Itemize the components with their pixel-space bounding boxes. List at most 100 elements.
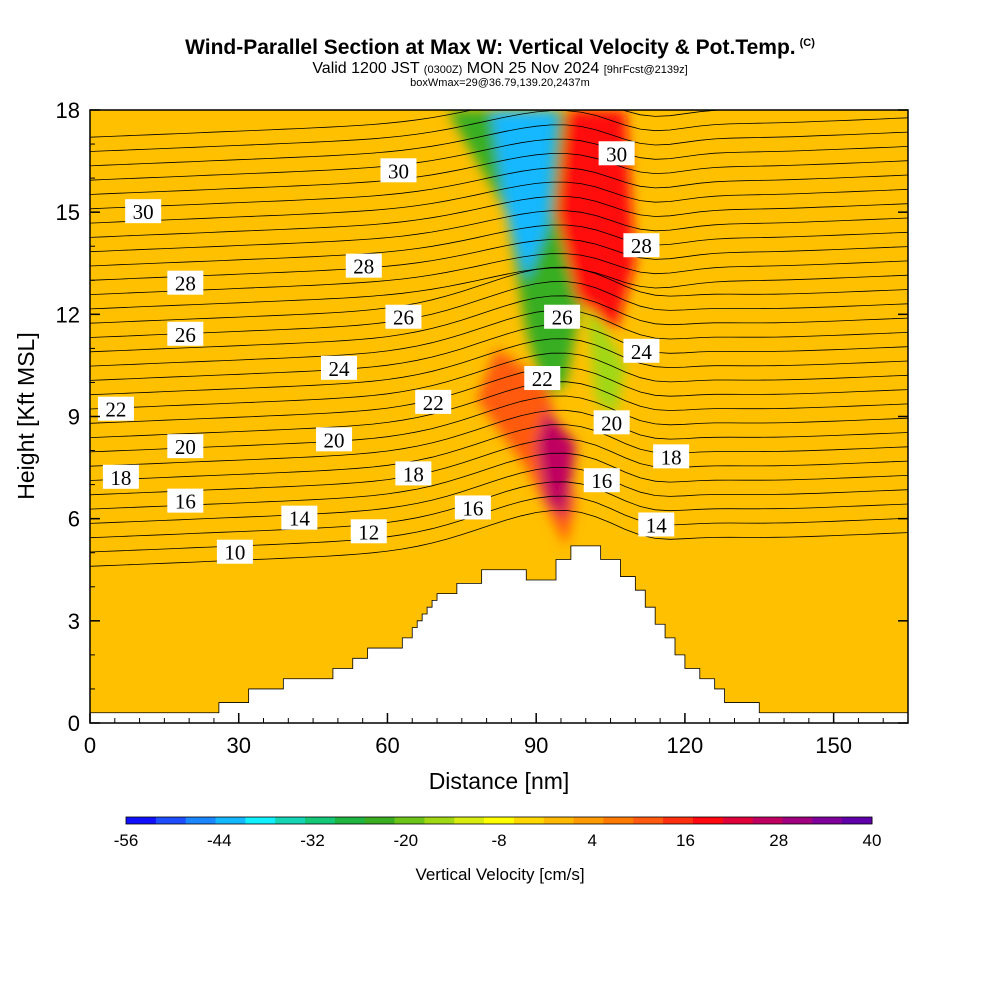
theta-contour-line <box>90 309 908 367</box>
theta-contour-line <box>90 281 908 338</box>
chart-subtitle: Valid 1200 JST (0300Z) MON 25 Nov 2024 [… <box>312 60 688 77</box>
right-downdraft <box>585 297 626 417</box>
colorbar-swatch <box>126 817 157 824</box>
theta-contour-line <box>90 167 908 210</box>
theta-contour-line <box>90 253 908 295</box>
contour-label: 18 <box>653 444 690 469</box>
colorbar-tick-label: -44 <box>207 831 232 850</box>
y-tick-label: 6 <box>68 507 80 532</box>
contour-label: 20 <box>316 427 353 452</box>
contour-label: 24 <box>321 355 358 381</box>
contour-label: 26 <box>167 321 204 347</box>
colorbar-tick-label: 28 <box>769 831 788 850</box>
y-tick-label: 0 <box>68 711 80 736</box>
contour-label: 18 <box>102 464 139 490</box>
colorbar-label: Vertical Velocity [cm/s] <box>415 865 584 884</box>
contour-label-text: 12 <box>358 520 379 544</box>
contour-label-text: 16 <box>462 496 483 520</box>
colorbar: -56 -44 -32 -20 -8 4 16 28 40 <box>114 816 881 850</box>
contour-label-text: 18 <box>403 462 424 486</box>
contour-label: 16 <box>167 488 204 514</box>
contour-label-text: 24 <box>631 340 653 364</box>
contour-label-text: 16 <box>591 469 612 493</box>
contour-label-text: 26 <box>552 306 573 330</box>
contour-label-text: 18 <box>110 466 131 490</box>
contour-label: 20 <box>167 434 204 459</box>
contour-label-text: 20 <box>601 411 622 435</box>
y-axis: 0 3 6 9 12 15 18 <box>56 98 908 736</box>
theta-contour-line <box>90 267 908 310</box>
theta-contour-line <box>90 366 908 424</box>
contour-label-text: 14 <box>289 507 311 531</box>
theta-contour-line <box>90 196 908 238</box>
contour-label-text: 14 <box>646 513 668 537</box>
colorbar-swatch <box>663 817 694 824</box>
theta-contour-line <box>90 381 908 438</box>
x-tick-label: 60 <box>375 733 399 758</box>
contour-label: 22 <box>524 366 561 391</box>
colorbar-swatch <box>692 817 724 824</box>
theta-contour-line <box>90 124 908 167</box>
box-info: boxWmax=29@36.79,139.20,2437m <box>410 77 590 89</box>
contour-label: 10 <box>216 539 253 565</box>
theta-contour-line <box>90 181 908 224</box>
contour-label: 26 <box>544 304 581 330</box>
contour-label-text: 28 <box>175 272 196 296</box>
colorbar-swatch <box>275 817 306 824</box>
contour-label: 14 <box>638 512 675 537</box>
upper-updraft <box>556 110 636 332</box>
colorbar-tick-label: -32 <box>300 831 325 850</box>
y-tick-label: 12 <box>56 302 80 327</box>
contour-label-text: 30 <box>388 159 409 183</box>
contour-label: 12 <box>350 519 387 544</box>
colorbar-swatch <box>752 817 783 824</box>
colorbar-swatch <box>155 817 187 824</box>
contour-label: 20 <box>593 410 630 435</box>
y-tick-label: 18 <box>56 98 80 123</box>
contour-label: 30 <box>125 199 162 224</box>
contour-label: 30 <box>598 141 635 166</box>
colorbar-swatch <box>782 817 813 824</box>
theta-contour-line <box>90 153 908 195</box>
contour-label-text: 10 <box>224 541 245 565</box>
contour-label: 22 <box>97 396 134 422</box>
theta-contour-line <box>90 295 908 353</box>
y-tick-label: 15 <box>56 200 80 225</box>
theta-contour-line <box>90 452 908 510</box>
theta-contour-line <box>90 467 908 524</box>
colorbar-swatch <box>424 817 455 824</box>
theta-contour-line <box>90 238 908 281</box>
theta-contour-line <box>90 138 908 181</box>
contour-label: 26 <box>385 304 422 330</box>
y-tick-label: 3 <box>68 609 80 634</box>
theta-contour-line <box>90 338 908 396</box>
contour-label-text: 20 <box>324 428 345 452</box>
theta-contour-line <box>90 224 908 267</box>
colorbar-tick-label: -8 <box>491 831 506 850</box>
theta-contour-line <box>90 438 908 496</box>
colorbar-swatch <box>812 817 843 824</box>
core-downdraft <box>491 110 557 281</box>
plot-area: 30 30 30 28 28 28 26 26 26 24 24 22 22 22 20 20 20 18 18 18… <box>90 110 908 723</box>
contour-label-text: 24 <box>329 357 351 381</box>
colorbar-swatch <box>513 817 545 824</box>
colorbar-swatch <box>603 817 634 824</box>
y-axis-label: Height [Kft MSL] <box>13 332 39 499</box>
contour-label-text: 22 <box>423 391 444 415</box>
contour-label: 24 <box>623 338 660 364</box>
contour-label-text: 28 <box>353 255 374 279</box>
y-tick-label: 9 <box>68 405 80 430</box>
x-tick-label: 120 <box>667 733 704 758</box>
contour-label-text: 26 <box>393 306 414 330</box>
copyright-mark: (C) <box>799 37 815 49</box>
x-tick-label: 30 <box>226 733 250 758</box>
colorbar-tick-label: -56 <box>114 831 139 850</box>
contour-label-text: 20 <box>175 435 196 459</box>
contour-label: 18 <box>395 461 432 486</box>
x-tick-label: 90 <box>524 733 548 758</box>
contour-label-text: 22 <box>532 367 553 391</box>
x-tick-label: 0 <box>84 733 96 758</box>
contour-label: 28 <box>345 253 382 279</box>
contour-label-text: 30 <box>606 142 627 166</box>
colorbar-swatch <box>394 817 425 824</box>
